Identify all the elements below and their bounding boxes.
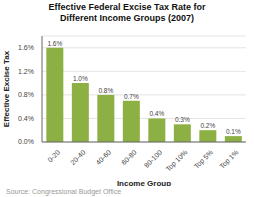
html-text:Source: Congressional Budget O: Source: Congressional Budget Office <box>6 188 122 195</box>
svg-text:0.3%: 0.3% <box>175 116 190 123</box>
svg-text:Effective Excise Tax: Effective Excise Tax <box>8 50 11 127</box>
svg-text:Income Group: Income Group <box>117 179 171 186</box>
svg-text:Top 1%: Top 1% <box>218 149 240 171</box>
svg-text:Top 10%: Top 10% <box>164 149 189 174</box>
html-text:Effective Federal Excise Tax R: Effective Federal Excise Tax Rate for <box>48 2 206 12</box>
svg-text:1.0%: 1.0% <box>73 75 88 82</box>
svg-text:0.4%: 0.4% <box>149 110 164 117</box>
svg-text:Top 5%: Top 5% <box>193 149 215 171</box>
html-text:Different Income Groups (2007): Different Income Groups (2007) <box>60 13 194 23</box>
svg-text:20-40: 20-40 <box>69 149 87 167</box>
svg-text:1.6%: 1.6% <box>18 44 34 51</box>
svg-text:0.0%: 0.0% <box>18 138 34 145</box>
svg-text:80-100: 80-100 <box>143 149 163 169</box>
svg-text:1.2%: 1.2% <box>18 68 34 75</box>
svg-text:0.1%: 0.1% <box>226 128 241 135</box>
svg-text:0.4%: 0.4% <box>18 115 34 122</box>
svg-text:0.8%: 0.8% <box>98 87 113 94</box>
svg-text:0.2%: 0.2% <box>200 122 215 129</box>
svg-text:0.7%: 0.7% <box>124 93 139 100</box>
svg-text:40-60: 40-60 <box>95 149 113 167</box>
svg-text:0-20: 0-20 <box>46 149 61 164</box>
svg-text:1.6%: 1.6% <box>47 40 62 47</box>
svg-text:60-80: 60-80 <box>120 149 138 167</box>
svg-text:0.8%: 0.8% <box>18 91 34 98</box>
